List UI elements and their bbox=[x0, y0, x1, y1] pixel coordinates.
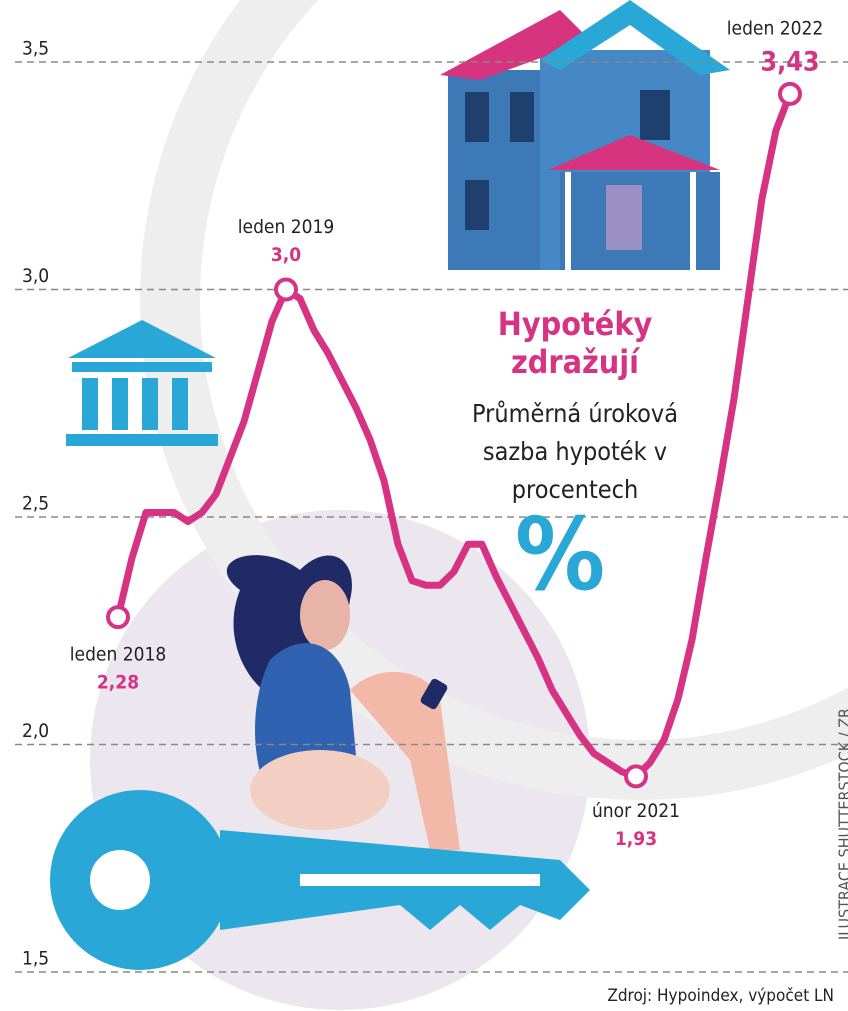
y-tick-label: 3,0 bbox=[22, 265, 49, 287]
chart-title: Hypotéky zdražují bbox=[470, 305, 680, 381]
point-category-label: leden 2018 bbox=[70, 644, 166, 666]
source-note: Zdroj: Hypoindex, výpočet LN bbox=[607, 986, 834, 1006]
chart-subtitle: Průměrná úroková sazba hypoték v procent… bbox=[445, 395, 705, 509]
chart: 1,5 2,0 2,5 3,0 3,5 leden 2018 2,28 leden 2019 3… bbox=[0, 0, 848, 1011]
y-tick-label: 2,0 bbox=[22, 720, 49, 742]
value-label: 1,93 bbox=[615, 828, 657, 850]
value-label: 3,43 bbox=[760, 46, 819, 77]
house-illustration bbox=[440, 0, 730, 270]
y-tick-label: 3,5 bbox=[22, 38, 49, 60]
point-category-label: leden 2022 bbox=[727, 17, 823, 39]
point-marker bbox=[108, 607, 128, 627]
y-tick-label: 2,5 bbox=[22, 493, 49, 515]
point-category-label: únor 2021 bbox=[592, 800, 680, 822]
point-marker bbox=[780, 84, 800, 104]
image-credit: ILUSTRACE SHUTTERSTOCK / ZR bbox=[835, 708, 848, 940]
point-marker bbox=[626, 766, 646, 786]
percent-symbol: % bbox=[515, 505, 605, 605]
value-label: 3,0 bbox=[271, 244, 301, 266]
point-category-label: leden 2019 bbox=[238, 216, 334, 238]
value-label: 2,28 bbox=[97, 672, 139, 694]
page: 1,5 2,0 2,5 3,0 3,5 leden 2018 2,28 leden 2019 3… bbox=[0, 0, 848, 1011]
y-tick-label: 1,5 bbox=[22, 948, 49, 970]
point-marker bbox=[276, 280, 296, 300]
